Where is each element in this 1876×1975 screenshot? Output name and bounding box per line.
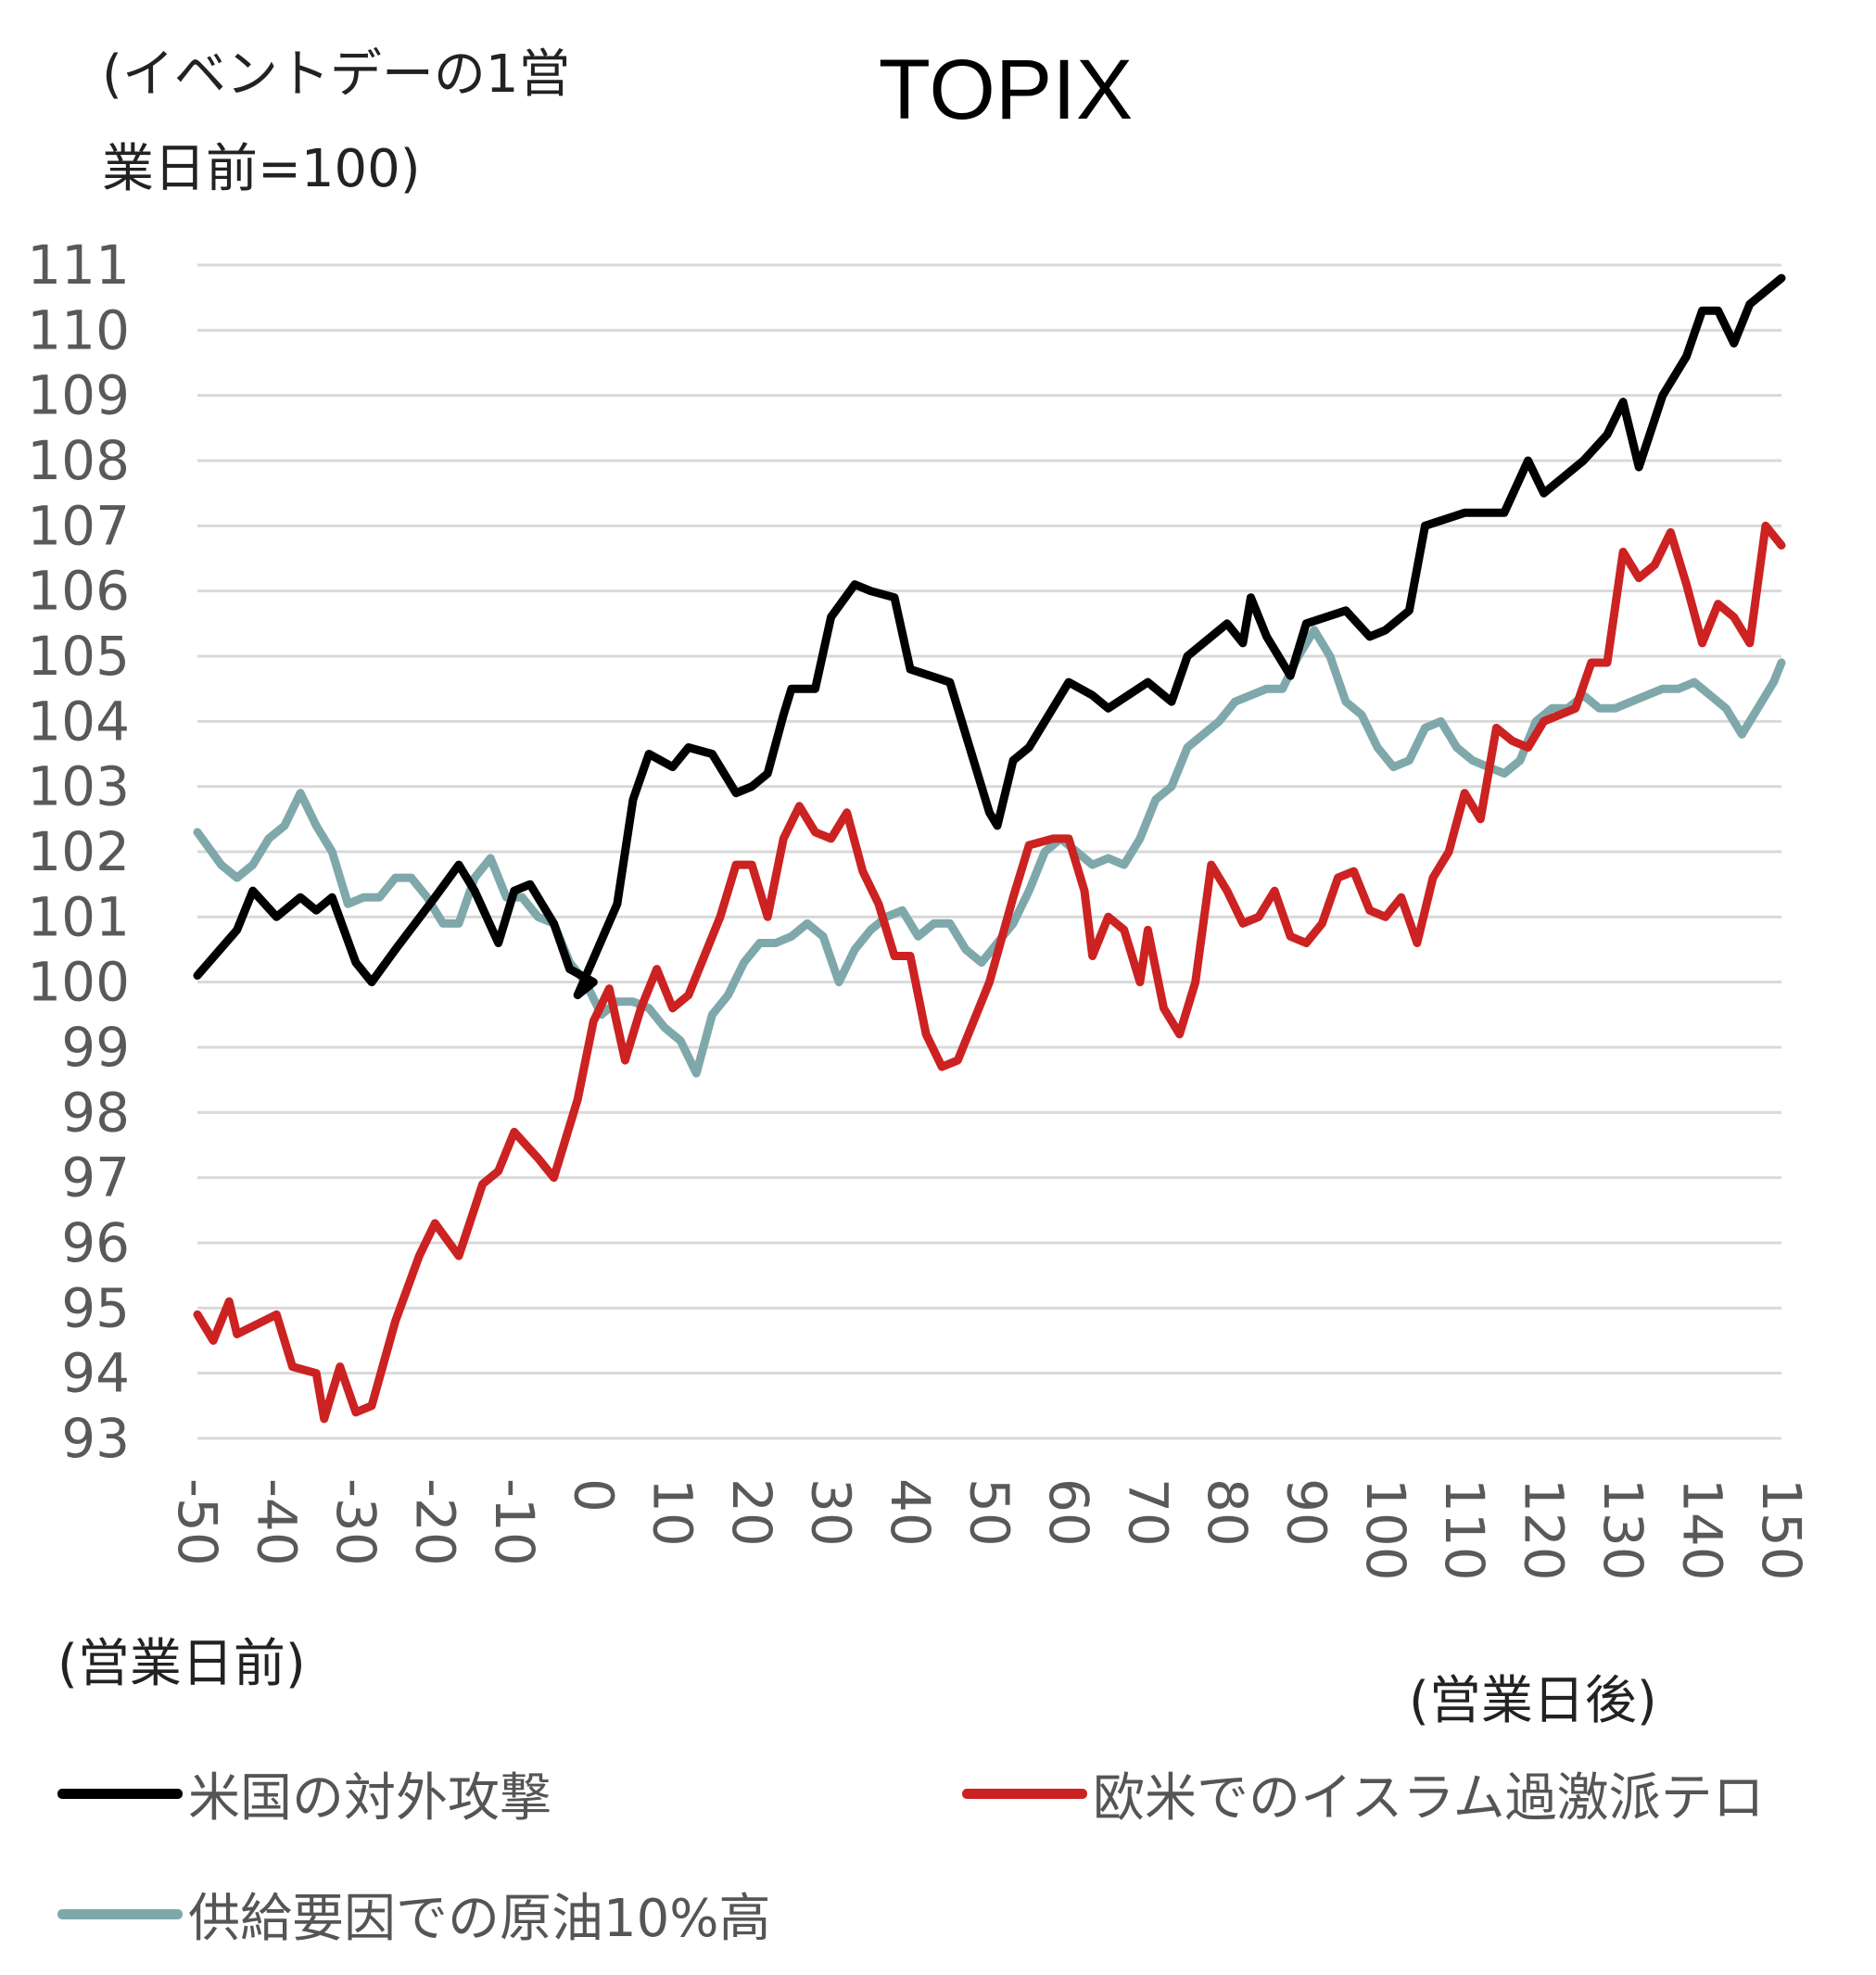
legend-label: 米国の対外攻撃 — [188, 1768, 551, 1829]
x-tick-label: 20 — [720, 1478, 783, 1547]
x-axis-label-after: (営業日後) — [1409, 1671, 1657, 1731]
x-tick-label: 150 — [1750, 1478, 1813, 1581]
legend-label: 欧米でのイスラム過激派テロ — [1093, 1768, 1765, 1829]
x-tick-label: 30 — [800, 1478, 863, 1547]
x-tick-label: -10 — [483, 1478, 546, 1566]
chart-title: TOPIX — [878, 43, 1134, 137]
y-tick-label: 100 — [27, 951, 130, 1014]
y-tick-label: 109 — [27, 364, 130, 427]
x-tick-label: -50 — [166, 1478, 229, 1566]
y-tick-label: 106 — [27, 560, 130, 623]
y-tick-label: 111 — [27, 234, 130, 297]
x-tick-label: 10 — [641, 1478, 704, 1547]
legend-item-terror: 欧米でのイスラム過激派テロ — [962, 1756, 1765, 1831]
x-tick-label: 90 — [1274, 1478, 1337, 1547]
y-tick-label: 110 — [27, 298, 130, 361]
series-line-us-attack — [193, 273, 1786, 1000]
x-tick-label: -30 — [324, 1478, 387, 1566]
x-tick-label: 40 — [879, 1478, 942, 1547]
x-tick-label: 140 — [1671, 1478, 1734, 1581]
x-tick-label: 60 — [1037, 1478, 1100, 1547]
legend-swatch-red — [962, 1789, 1087, 1799]
x-tick-label: 130 — [1591, 1478, 1654, 1581]
x-axis-label-before: (営業日前) — [57, 1634, 306, 1694]
y-tick-label: 102 — [27, 820, 130, 883]
y-tick-label: 99 — [61, 1016, 130, 1079]
y-tick-label: 97 — [61, 1146, 130, 1209]
x-tick-label: 100 — [1354, 1478, 1417, 1581]
series-line-terror — [193, 521, 1786, 1424]
y-tick-label: 101 — [27, 885, 130, 948]
legend-swatch-black — [57, 1789, 183, 1799]
y-tick-label: 96 — [61, 1211, 130, 1274]
x-tick-label: 0 — [562, 1478, 625, 1513]
y-tick-label: 108 — [27, 429, 130, 492]
x-tick-label: 80 — [1196, 1478, 1259, 1547]
legend-label: 供給要因での原油10%高 — [188, 1889, 771, 1949]
y-tick-label: 103 — [27, 755, 130, 818]
x-tick-label: 110 — [1433, 1478, 1496, 1581]
y-tick-label: 104 — [27, 690, 130, 753]
y-tick-label: 105 — [27, 625, 130, 688]
x-tick-label: 70 — [1116, 1478, 1179, 1547]
x-tick-label: 120 — [1513, 1478, 1576, 1581]
y-tick-label: 95 — [61, 1276, 130, 1339]
y-tick-label: 107 — [27, 494, 130, 557]
x-tick-label: -40 — [245, 1478, 308, 1566]
legend-item-oil: 供給要因での原油10%高 — [57, 1877, 770, 1952]
y-axis-label: (イベントデーの1営業日前=100) — [102, 44, 571, 199]
y-tick-label: 98 — [61, 1081, 130, 1144]
legend-swatch-teal — [57, 1909, 183, 1919]
y-tick-label: 93 — [61, 1407, 130, 1470]
legend-item-us-attack: 米国の対外攻撃 — [57, 1756, 551, 1831]
y-tick-label: 94 — [61, 1342, 130, 1405]
x-tick-label: 50 — [958, 1478, 1021, 1547]
x-tick-label: -20 — [403, 1478, 466, 1566]
